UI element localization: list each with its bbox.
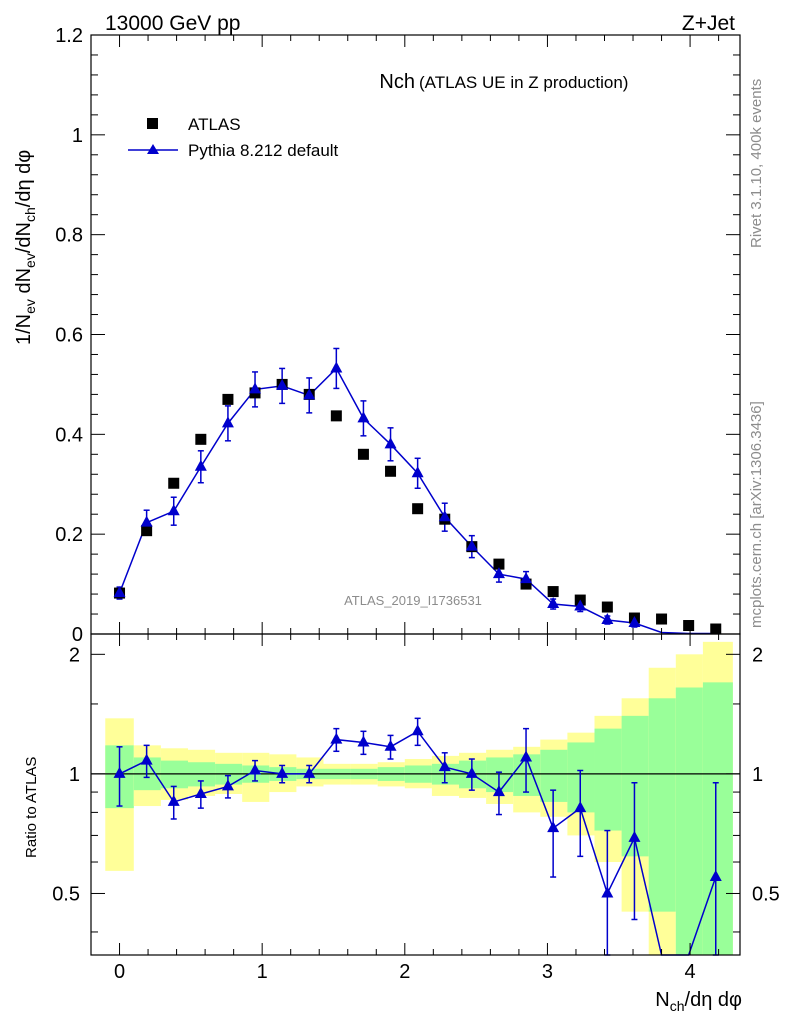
- watermark: ATLAS_2019_I1736531: [344, 593, 482, 608]
- atlas-point: [195, 433, 207, 445]
- mc-point: [465, 539, 478, 551]
- ratio-point: [167, 794, 180, 806]
- mc-point: [276, 378, 289, 390]
- mc-point: [167, 504, 180, 516]
- tick-label: 0.4: [55, 424, 83, 446]
- ratio-point: [574, 801, 587, 813]
- side-text-rivet: Rivet 3.1.10, 400k events: [748, 79, 765, 248]
- tick-label: 1: [72, 125, 83, 147]
- atlas-point: [168, 477, 180, 489]
- mc-point: [330, 361, 343, 373]
- atlas-point: [601, 601, 613, 613]
- tick-label: 0.5: [752, 883, 780, 905]
- atlas-point: [547, 586, 559, 598]
- tick-label: 1: [69, 764, 80, 786]
- mc-point: [438, 510, 451, 522]
- header-right: Z+Jet: [682, 12, 735, 35]
- mc-point: [357, 411, 370, 423]
- tick-label: 4: [685, 961, 696, 983]
- mc-point: [492, 567, 505, 579]
- legend-atlas-label: ATLAS: [188, 115, 241, 134]
- main-series: [113, 347, 722, 635]
- ratio-point: [384, 739, 397, 751]
- atlas-point: [656, 613, 668, 625]
- tick-label: 0.5: [52, 883, 80, 905]
- ratio-point: [113, 766, 126, 778]
- tick-label: 1.2: [55, 25, 83, 47]
- atlas-point: [710, 623, 722, 635]
- mc-point: [547, 597, 560, 609]
- y-axis-label-main: 1/Nev dNev/dNch/dη dφ: [13, 150, 38, 345]
- atlas-point: [385, 465, 397, 477]
- atlas-point: [141, 525, 153, 537]
- atlas-point: [493, 558, 505, 570]
- ratio-point: [303, 766, 316, 778]
- legend-atlas-marker: [147, 118, 158, 129]
- ratio-bands: [105, 641, 733, 955]
- ratio-series: [113, 717, 722, 956]
- ratio-point: [276, 766, 289, 778]
- y-axis-label-ratio: Ratio to ATLAS: [23, 757, 40, 858]
- ratio-frame: [90, 633, 741, 956]
- tick-label: 2: [69, 644, 80, 666]
- tick-label: 1: [257, 961, 268, 983]
- header-left: 13000 GeV pp: [105, 12, 240, 35]
- tick-label: 2: [399, 961, 410, 983]
- ratio-point: [520, 750, 533, 762]
- tick-label: 3: [542, 961, 553, 983]
- ratio-point: [357, 735, 370, 747]
- mc-point: [384, 437, 397, 449]
- mc-point: [113, 586, 126, 598]
- legend: ATLAS Pythia 8.212 default: [128, 115, 339, 160]
- ratio-point: [709, 870, 722, 882]
- legend-mc-marker: [147, 144, 159, 154]
- tick-label: 1: [752, 764, 763, 786]
- side-text-mcplots: mcplots.cern.ch [arXiv:1306.3436]: [748, 401, 765, 628]
- mc-point: [574, 599, 587, 611]
- tick-label: 0.6: [55, 325, 83, 347]
- tick-label: 2: [752, 644, 763, 666]
- tick-label: 0: [72, 624, 83, 646]
- tick-label: 0.8: [55, 225, 83, 247]
- mc-point: [303, 388, 316, 400]
- band-inner: [648, 698, 676, 912]
- atlas-point: [330, 410, 342, 422]
- tick-label: 0.2: [55, 524, 83, 546]
- mc-point: [194, 459, 207, 471]
- mc-point: [221, 416, 234, 428]
- plot-title: Nch: [379, 71, 415, 93]
- x-axis-label: Nch/dη dφ: [655, 989, 742, 1014]
- mc-point: [520, 572, 533, 584]
- legend-mc-label: Pythia 8.212 default: [188, 141, 339, 160]
- mc-point: [411, 466, 424, 478]
- plot-subtitle: (ATLAS UE in Z production): [419, 73, 628, 92]
- atlas-point: [683, 620, 695, 632]
- ratio-point: [492, 785, 505, 797]
- ratio-point: [330, 732, 343, 744]
- mc-point: [628, 616, 641, 628]
- atlas-point: [520, 578, 532, 590]
- band-inner: [594, 728, 622, 831]
- mc-point: [601, 613, 614, 625]
- mc-point: [249, 382, 262, 394]
- atlas-point: [412, 503, 424, 515]
- band-inner: [675, 687, 703, 955]
- atlas-point: [222, 393, 234, 405]
- band-inner: [702, 682, 733, 955]
- ratio-line: [119, 730, 717, 956]
- mc-point: [140, 515, 153, 527]
- axis-ticks: 0 1 2 3 4 0 0.2 0.4 0.6 0.8 1 1.2 0.5 0.5 1 1 2 2: [52, 25, 780, 983]
- atlas-point: [357, 448, 369, 460]
- tick-label: 0: [114, 961, 125, 983]
